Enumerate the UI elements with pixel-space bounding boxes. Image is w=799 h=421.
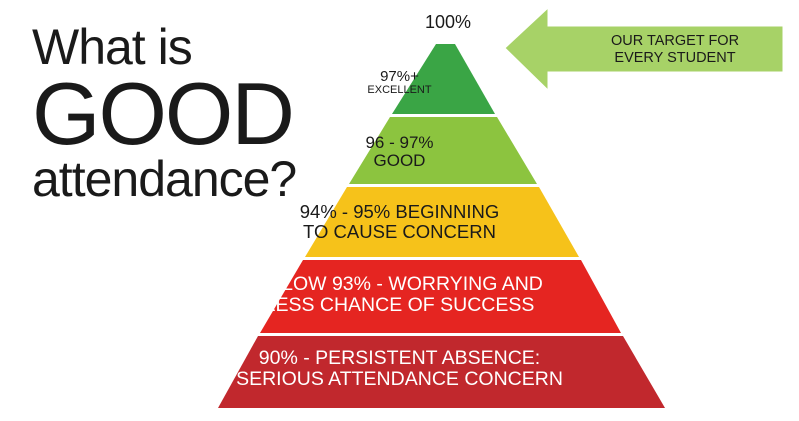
level-good <box>349 117 537 184</box>
page-title: What is GOOD attendance? <box>32 19 297 207</box>
level-worrying-line-1: BELOW 93% - WORRYING AND <box>256 273 543 295</box>
level-persistent-absence-text: 90% - PERSISTENT ABSENCE: SERIOUS ATTEND… <box>0 347 799 391</box>
top-percent-label: 100% <box>424 12 472 32</box>
level-excellent-label: EXCELLENT <box>367 84 432 97</box>
target-callout-line-1: OUR TARGET FOR <box>610 33 740 49</box>
level-beginning-concern <box>305 187 579 257</box>
target-arrow <box>504 6 784 92</box>
level-excellent-text: 97%+ EXCELLENT <box>0 68 799 97</box>
level-excellent-value: 97%+ <box>380 68 419 85</box>
level-worrying <box>260 260 621 333</box>
level-beginning-concern-text: 94% - 95% BEGINNING TO CAUSE CONCERN <box>0 202 799 242</box>
level-worrying-text: BELOW 93% - WORRYING AND LESS CHANCE OF … <box>0 273 799 317</box>
level-excellent <box>392 44 495 114</box>
level-worrying-line-2: LESS CHANCE OF SUCCESS <box>264 294 535 317</box>
target-callout-line-2: EVERY STUDENT <box>614 49 736 66</box>
level-persistent-absence-line-2: SERIOUS ATTENDANCE CONCERN <box>236 368 563 391</box>
level-beginning-concern-line-2: TO CAUSE CONCERN <box>303 220 496 242</box>
level-persistent-absence-line-1: 90% - PERSISTENT ABSENCE: <box>258 347 541 369</box>
level-good-label: GOOD <box>373 151 426 171</box>
title-line-2: GOOD <box>32 64 295 163</box>
title-line-3: attendance? <box>32 151 297 207</box>
title-line-1: What is <box>32 19 193 75</box>
level-persistent-absence <box>218 336 665 408</box>
level-good-text: 96 - 97% GOOD <box>0 133 799 171</box>
target-callout-text: OUR TARGET FOR EVERY STUDENT <box>580 33 770 66</box>
level-beginning-concern-line-1: 94% - 95% BEGINNING <box>299 201 500 222</box>
level-good-value: 96 - 97% <box>365 133 434 152</box>
